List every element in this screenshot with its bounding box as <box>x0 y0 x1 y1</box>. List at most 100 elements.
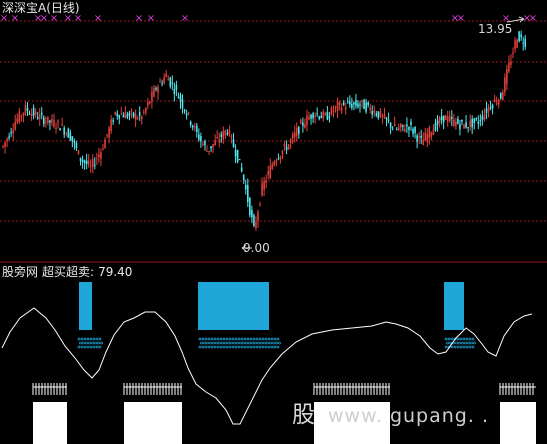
dot-mark <box>459 337 463 341</box>
dot-mark <box>83 345 87 349</box>
dot-mark <box>85 341 88 345</box>
dot-mark <box>447 337 451 341</box>
candle-body <box>291 134 294 139</box>
dot-mark <box>458 341 461 345</box>
signal-bar <box>33 402 67 444</box>
dot-mark <box>273 337 277 341</box>
oscillator-line <box>1 307 533 425</box>
candle-body <box>300 120 302 124</box>
candle-body <box>255 221 257 229</box>
candle-body <box>140 116 143 120</box>
candle-body <box>493 99 496 102</box>
bottom-signal-bars <box>32 383 536 444</box>
candle-body <box>469 120 471 127</box>
dot-mark <box>249 345 253 349</box>
candle-body <box>318 116 320 120</box>
signal-marker: × <box>40 13 48 24</box>
indicator-block <box>198 282 269 330</box>
dot-mark <box>249 337 253 341</box>
dot-mark <box>243 345 247 349</box>
candle-body <box>428 127 431 139</box>
signal-bar <box>124 402 182 444</box>
dot-mark <box>240 345 244 349</box>
signal-marker: × <box>94 13 102 24</box>
candle-body <box>320 116 323 119</box>
candle-body <box>381 115 384 117</box>
candle-body <box>4 142 6 148</box>
dot-mark <box>210 345 214 349</box>
candle-body <box>283 143 286 148</box>
candle-body <box>393 123 396 127</box>
dot-mark <box>227 341 230 345</box>
candle-body <box>94 164 96 166</box>
candle-body <box>116 113 119 116</box>
candle-body <box>196 125 198 133</box>
candle-body <box>344 107 347 110</box>
watermark: 股 www. gupang. . <box>292 404 489 428</box>
watermark-site: www. gupang. . <box>328 405 489 427</box>
candle-body <box>465 122 467 128</box>
candle-body <box>181 99 184 109</box>
dot-mark <box>198 337 202 341</box>
candle-body <box>271 164 274 170</box>
dot-mark <box>218 341 221 345</box>
candle-body <box>418 136 420 138</box>
dot-mark <box>267 345 271 349</box>
candle-body <box>234 149 237 157</box>
candle-body <box>332 111 335 113</box>
dot-mark <box>243 337 247 341</box>
candle-body <box>342 102 345 105</box>
dot-mark <box>246 337 250 341</box>
candle-body <box>179 94 182 102</box>
candle-body <box>155 88 157 90</box>
candle-body <box>6 139 8 142</box>
candle-body <box>2 145 4 147</box>
dot-mark <box>444 337 448 341</box>
candle-body <box>324 113 327 115</box>
candle-body <box>200 136 202 142</box>
dot-mark <box>264 345 268 349</box>
candle-body <box>475 118 478 120</box>
dot-mark <box>77 337 81 341</box>
dot-mark <box>200 341 203 345</box>
candle-body <box>247 185 249 203</box>
candle-body <box>240 167 243 172</box>
candle-body <box>79 157 82 162</box>
candle-body <box>161 83 163 85</box>
candle-body <box>132 112 135 117</box>
candle-body <box>73 141 76 143</box>
candle-body <box>45 121 47 123</box>
dot-mark <box>201 337 205 341</box>
dot-mark <box>278 341 281 345</box>
dot-mark <box>204 337 208 341</box>
candle-body <box>257 211 259 221</box>
candle-body <box>400 123 402 128</box>
dot-mark <box>222 345 226 349</box>
dot-mark <box>455 341 458 345</box>
candle-body <box>322 111 325 119</box>
candle-body <box>302 122 304 126</box>
dot-mark <box>83 337 87 341</box>
candle-body <box>149 101 151 104</box>
dot-mark <box>86 345 90 349</box>
dot-mark <box>230 341 233 345</box>
dot-mark <box>219 345 223 349</box>
candle-body <box>208 150 210 152</box>
candle-body <box>28 113 31 115</box>
high-price-arrow <box>506 16 525 23</box>
dot-mark <box>225 337 229 341</box>
candle-body <box>236 149 239 163</box>
candle-body <box>193 126 196 128</box>
dot-mark <box>92 345 96 349</box>
candle-body <box>510 61 512 65</box>
dot-mark <box>444 345 448 349</box>
dot-mark <box>467 341 470 345</box>
candle-body <box>269 165 272 179</box>
dot-mark <box>239 341 242 345</box>
candle-body <box>298 126 300 134</box>
candle-body <box>228 130 231 135</box>
candle-body <box>238 159 241 161</box>
dot-mark <box>209 341 212 345</box>
dot-mark <box>228 345 232 349</box>
